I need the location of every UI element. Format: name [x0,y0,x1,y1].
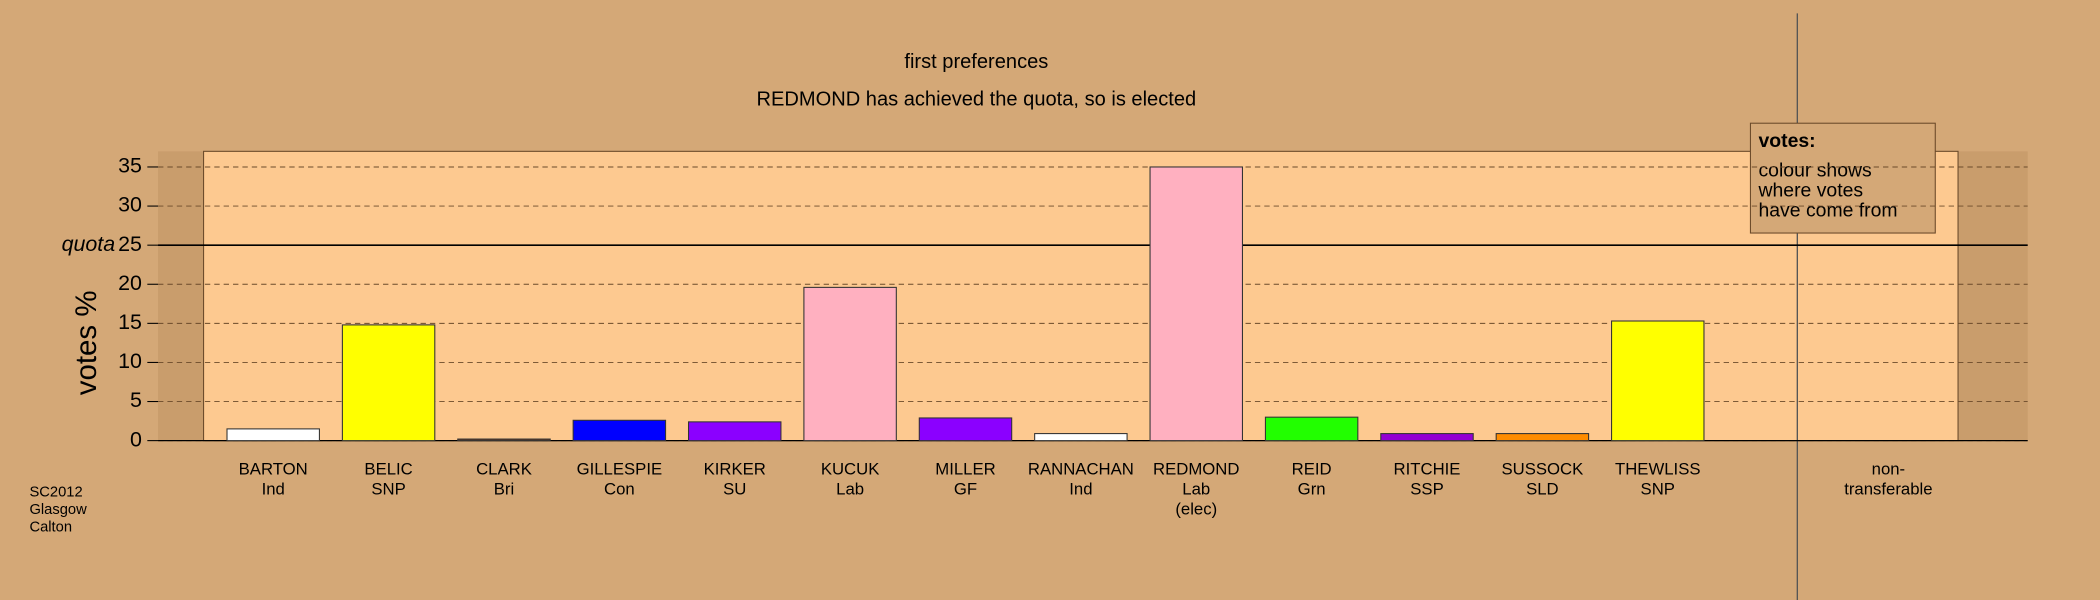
x-tick-label: RANNACHAN [1028,460,1134,479]
x-tick-label: GF [954,480,977,499]
legend-text: colour shows [1758,160,1871,182]
y-tick-label: 0 [130,427,142,451]
y-tick-label: 30 [118,193,142,217]
x-tick-label: CLARK [476,460,532,479]
bar [687,421,782,442]
quota-label: quota [62,232,116,256]
x-tick-label: BELIC [364,460,412,479]
bar [1495,433,1590,442]
legend: votes: colour shows where votes have com… [1749,122,1936,234]
x-tick-label: SUSSOCK [1501,460,1583,479]
x-tick-label: SNP [1641,480,1675,499]
x-tick-label: KIRKER [704,460,766,479]
bar [918,417,1013,442]
x-tick-label: BARTON [239,460,308,479]
chart-title: first preferences [904,51,1048,73]
bar [457,438,551,442]
x-tick-label: RITCHIE [1394,460,1461,479]
x-tick-label: Grn [1298,480,1326,499]
x-tick-label: non- [1872,460,1905,479]
legend-text: have come from [1758,200,1897,222]
x-tick-label: SNP [371,480,405,499]
x-tick-label: Ind [1069,480,1092,499]
x-tick-label: SSP [1410,480,1443,499]
x-tick-label: Bri [494,480,514,499]
x-tick-label: Ind [262,480,285,499]
x-tick-label: Lab [836,480,864,499]
bar [803,286,897,442]
y-tick-label: 25 [118,232,142,256]
y-tick-label: 35 [118,154,142,178]
y-tick-label: 15 [118,310,142,334]
chart-subtitle: REDMOND has achieved the quota, so is el… [756,89,1196,111]
y-axis-label: votes % [70,290,103,395]
bar [1149,166,1243,442]
bar [1034,433,1128,442]
x-tick-label: THEWLISS [1615,460,1701,479]
bar [572,419,667,442]
x-tick-label: Lab [1182,480,1210,499]
x-tick-label: (elec) [1175,500,1217,519]
footer-text: Glasgow [29,502,87,518]
x-tick-label: KUCUK [821,460,880,479]
legend-text: where votes [1757,180,1863,202]
bar [226,428,320,442]
footer-text: Calton [29,520,72,536]
bar [1611,320,1705,442]
x-tick-label: Con [604,480,635,499]
x-tick-label: SLD [1526,480,1559,499]
x-tick-label: SU [723,480,746,499]
y-tick-label: 20 [118,271,142,295]
x-tick-label: GILLESPIE [577,460,663,479]
footer-text: SC2012 [29,485,82,501]
y-tick-label: 5 [130,388,142,412]
legend-box [1749,122,1936,234]
bar [1380,433,1474,442]
bar [341,324,436,442]
x-tick-label: REID [1292,460,1332,479]
bar [1264,416,1359,442]
x-tick-label: transferable [1844,480,1932,499]
y-tick-label: 10 [118,349,142,373]
x-tick-label: MILLER [935,460,995,479]
x-tick-label: REDMOND [1153,460,1239,479]
legend-title: votes: [1758,130,1815,152]
